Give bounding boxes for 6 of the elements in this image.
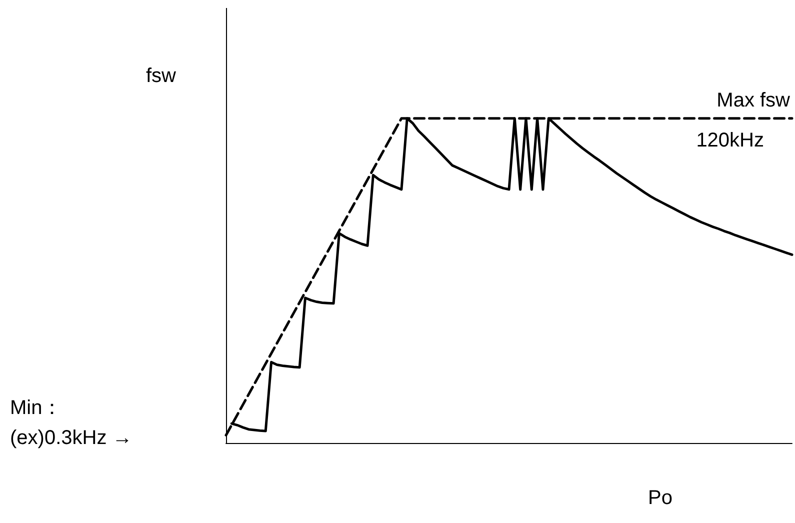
x-axis-title: Po <box>648 487 672 509</box>
y-axis-title: fsw <box>146 65 177 87</box>
annotation: 120kHz <box>696 129 764 152</box>
text: (ex)0.3kHz → <box>10 427 132 449</box>
text: Min： <box>10 397 62 419</box>
annotation: Max fsw <box>716 89 791 112</box>
